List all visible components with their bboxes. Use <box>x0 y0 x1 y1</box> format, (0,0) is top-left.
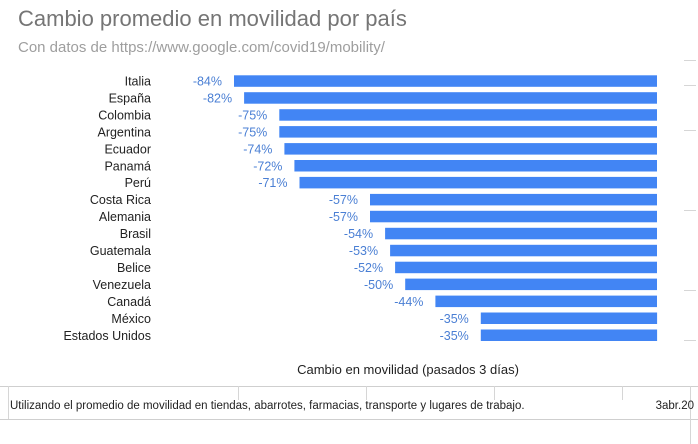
edge-tick <box>684 85 696 86</box>
footer-date: 3abr.20 <box>655 400 694 412</box>
footer-grid-col-4 <box>494 386 495 400</box>
footer-grid-col-6 <box>690 386 691 444</box>
category-label: Panamá <box>104 159 151 173</box>
footer-grid-line-bottom <box>0 419 698 420</box>
bar <box>279 126 657 138</box>
bar <box>405 278 657 291</box>
data-label: -84% <box>193 75 222 89</box>
edge-tick <box>684 210 696 211</box>
footer-grid-line-top <box>0 386 698 387</box>
category-label: Belice <box>117 261 151 275</box>
bar <box>435 295 657 308</box>
bar <box>234 75 657 87</box>
bar <box>370 210 657 223</box>
footer-grid-col-5 <box>622 386 623 400</box>
category-label: Argentina <box>97 125 151 139</box>
edge-tick <box>684 290 696 291</box>
bar <box>299 176 657 189</box>
x-axis-label: Cambio en movilidad (pasados 3 días) <box>297 362 519 377</box>
category-label: España <box>109 91 151 105</box>
data-label: -75% <box>238 125 267 139</box>
category-label: Costa Rica <box>90 193 151 207</box>
footer-note: Utilizando el promedio de movilidad en t… <box>10 400 525 412</box>
category-label: Estados Unidos <box>63 329 151 343</box>
chart-subtitle: Con datos de https://www.google.com/covi… <box>18 39 385 56</box>
footer-grid-col-3 <box>366 386 367 400</box>
bars-layer: Italia -84% España -82% Colombia -75% Argentin… <box>63 75 658 343</box>
data-label: -53% <box>349 244 378 258</box>
category-label: Brasil <box>120 227 151 241</box>
data-label: -54% <box>344 227 373 241</box>
data-label: -72% <box>253 159 282 173</box>
data-label: -82% <box>203 91 232 105</box>
category-label: Canadá <box>107 295 151 309</box>
footer-grid-col-1 <box>8 386 9 419</box>
data-label: -75% <box>238 108 267 122</box>
bar <box>480 312 658 324</box>
bar <box>395 261 657 274</box>
data-label: -71% <box>258 176 287 190</box>
data-label: -52% <box>354 261 383 275</box>
data-label: -74% <box>243 142 272 156</box>
footer-grid-col-2 <box>238 386 239 400</box>
bar <box>370 193 657 206</box>
category-label: Italia <box>125 75 151 89</box>
category-label: Venezuela <box>93 278 151 292</box>
bar <box>480 329 658 341</box>
category-label: México <box>111 312 151 326</box>
chart-title: Cambio promedio en movilidad por país <box>18 6 407 31</box>
data-label: -44% <box>394 295 423 309</box>
data-label: -57% <box>329 193 358 207</box>
edge-tick <box>684 130 696 131</box>
bar <box>385 227 657 240</box>
bar <box>284 143 657 155</box>
category-label: Ecuador <box>104 142 151 156</box>
data-label: -50% <box>364 278 393 292</box>
bar <box>294 160 657 172</box>
bar <box>279 109 657 121</box>
bar <box>244 92 657 104</box>
category-label: Perú <box>125 176 151 190</box>
category-label: Guatemala <box>90 244 151 258</box>
data-label: -57% <box>329 210 358 224</box>
category-label: Colombia <box>98 108 151 122</box>
data-label: -35% <box>440 312 469 326</box>
category-label: Alemania <box>99 210 151 224</box>
data-label: -35% <box>440 329 469 343</box>
bar <box>390 244 657 257</box>
edge-tick <box>684 340 696 341</box>
edge-tick <box>684 60 696 61</box>
bar-chart: Italia -84% España -82% Colombia -75% Argentin… <box>63 75 658 377</box>
